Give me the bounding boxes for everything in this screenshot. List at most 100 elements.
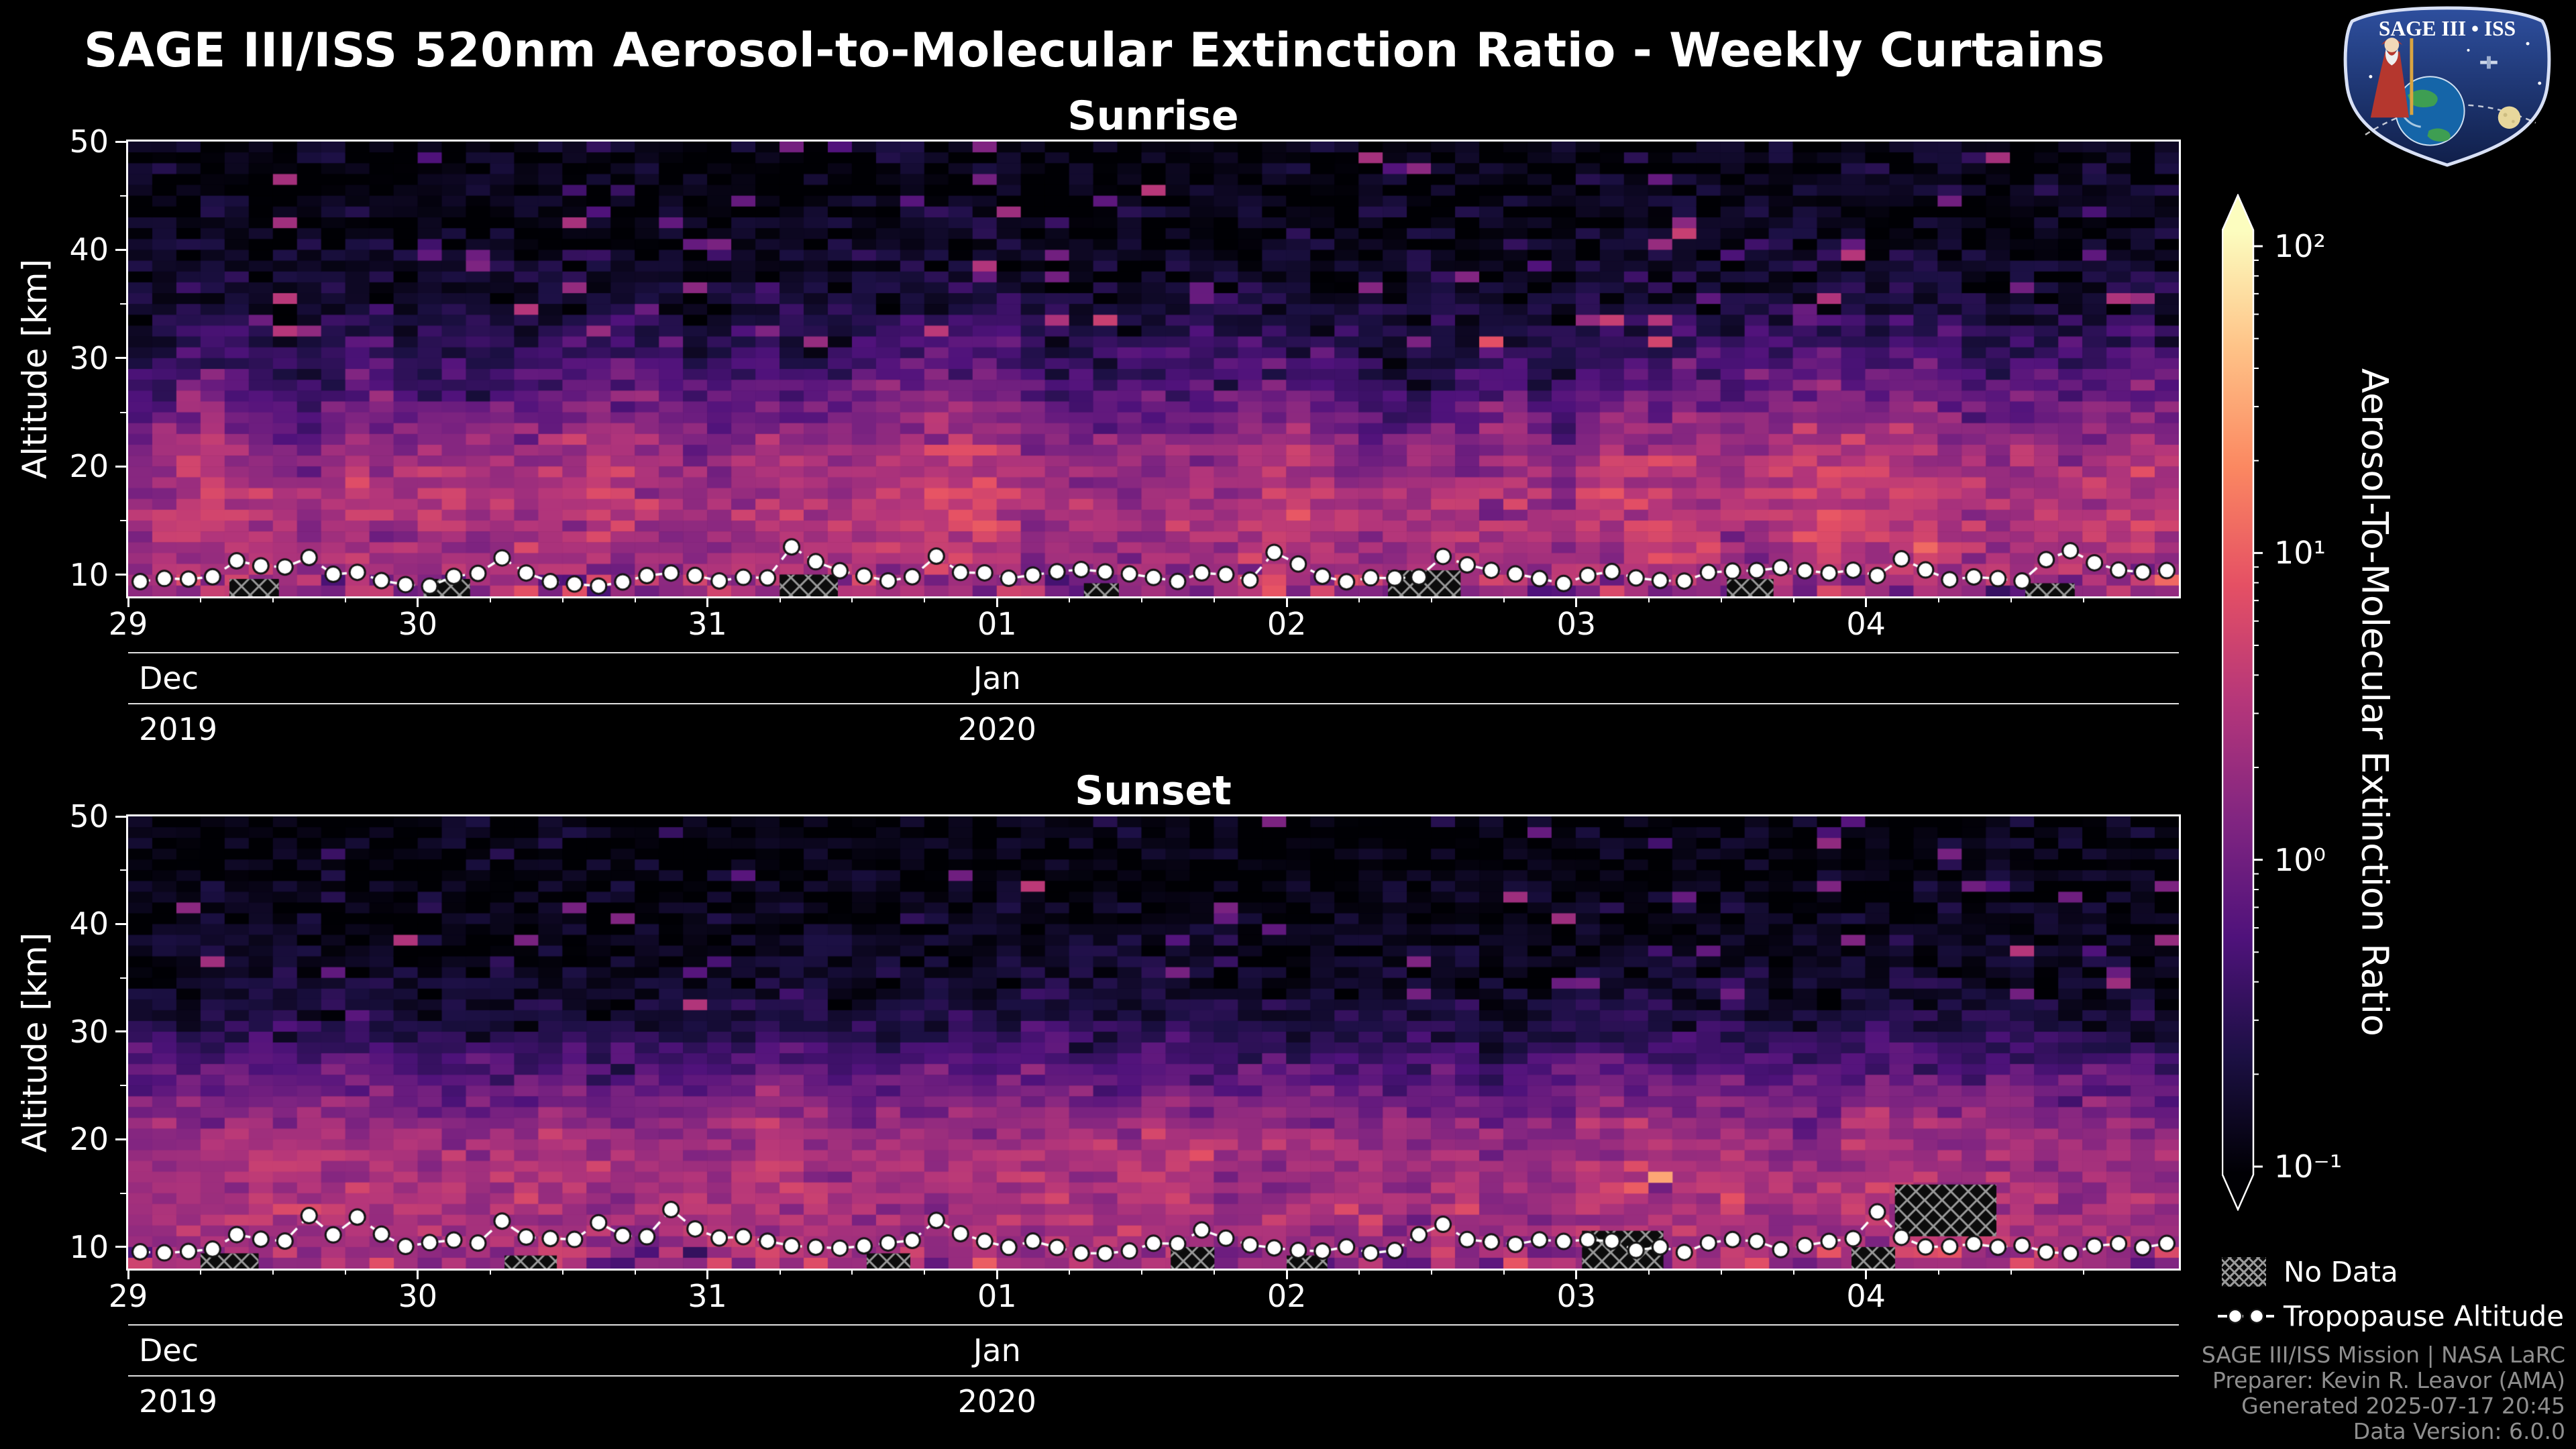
y-minor-tick xyxy=(120,1192,126,1194)
x-tick xyxy=(1575,1269,1578,1279)
x-tick xyxy=(706,596,709,607)
x-minor-tick xyxy=(1069,596,1071,602)
x-tick-label: 31 xyxy=(688,1278,727,1314)
x-tick xyxy=(1865,1269,1868,1279)
sunset-panel-title: Sunset xyxy=(1075,767,1232,814)
y-tick xyxy=(115,140,126,143)
x-minor-tick xyxy=(2010,1269,2012,1275)
tropopause-legend-icon xyxy=(2218,1308,2274,1324)
x-tick-label: 04 xyxy=(1846,1278,1886,1314)
x-minor-tick xyxy=(924,1269,926,1275)
y-minor-tick xyxy=(120,977,126,979)
x-tick-label: 31 xyxy=(688,606,727,642)
x-minor-tick xyxy=(1720,596,1722,602)
sunset-heatmap-canvas xyxy=(128,816,2179,1269)
colorbar-tick-label: 10² xyxy=(2274,228,2326,264)
month-label: Jan xyxy=(973,660,1021,696)
x-minor-tick xyxy=(634,1269,636,1275)
y-tick-label: 20 xyxy=(69,1121,109,1158)
sunset-plot-area xyxy=(126,814,2181,1271)
credit-mission: SAGE III/ISS Mission | NASA LaRC xyxy=(2201,1342,2565,1368)
month-label: Jan xyxy=(973,1332,1021,1368)
year-label: 2020 xyxy=(957,1383,1036,1419)
x-minor-tick xyxy=(1214,1269,1216,1275)
sunrise-panel-title: Sunrise xyxy=(1067,93,1239,140)
y-tick-label: 40 xyxy=(69,231,109,268)
y-tick-label: 30 xyxy=(69,1013,109,1050)
x-minor-tick xyxy=(1141,596,1143,602)
x-tick xyxy=(996,1269,998,1279)
colorbar xyxy=(2222,194,2263,1211)
x-tick-label: 30 xyxy=(398,1278,438,1314)
x-minor-tick xyxy=(199,1269,201,1275)
figure-title: SAGE III/ISS 520nm Aerosol-to-Molecular … xyxy=(84,23,2105,78)
x-tick xyxy=(706,1269,709,1279)
y-minor-tick xyxy=(120,1085,126,1087)
x-minor-tick xyxy=(851,596,853,602)
y-tick xyxy=(115,922,126,925)
colorbar-label: Aerosol-To-Molecular Extinction Ratio xyxy=(2353,368,2396,1036)
x-tick xyxy=(127,596,129,607)
colorbar-gradient xyxy=(2222,194,2255,1211)
x-minor-tick xyxy=(2082,596,2084,602)
x-minor-tick xyxy=(1069,1269,1071,1275)
no-data-legend-icon xyxy=(2222,1257,2266,1287)
x-minor-tick xyxy=(1648,1269,1650,1275)
x-minor-tick xyxy=(851,1269,853,1275)
y-minor-tick xyxy=(120,303,126,305)
y-tick-label: 50 xyxy=(69,798,109,835)
y-tick-label: 20 xyxy=(69,448,109,485)
x-minor-tick xyxy=(1648,596,1650,602)
x-minor-tick xyxy=(199,596,201,602)
x-minor-tick xyxy=(2082,1269,2084,1275)
x-tick xyxy=(417,596,419,607)
y-tick-label: 10 xyxy=(69,556,109,593)
y-tick xyxy=(115,1246,126,1248)
y-tick-label: 10 xyxy=(69,1228,109,1265)
credit-generated: Generated 2025-07-17 20:45 xyxy=(2241,1393,2565,1419)
x-minor-tick xyxy=(344,1269,346,1275)
date-separator-line xyxy=(128,703,2179,704)
x-tick xyxy=(1575,596,1578,607)
y-tick xyxy=(115,574,126,576)
x-minor-tick xyxy=(1720,1269,1722,1275)
x-minor-tick xyxy=(1937,596,1939,602)
date-separator-line xyxy=(128,1375,2179,1377)
x-minor-tick xyxy=(1431,1269,1432,1275)
credit-preparer: Preparer: Kevin R. Leavor (AMA) xyxy=(2212,1367,2565,1393)
x-minor-tick xyxy=(1503,596,1505,602)
x-minor-tick xyxy=(1141,1269,1143,1275)
x-minor-tick xyxy=(344,596,346,602)
x-minor-tick xyxy=(1358,596,1360,602)
y-tick-label: 30 xyxy=(69,339,109,376)
x-minor-tick xyxy=(561,596,564,602)
x-minor-tick xyxy=(1358,1269,1360,1275)
x-minor-tick xyxy=(634,596,636,602)
x-minor-tick xyxy=(489,1269,491,1275)
x-tick-label: 29 xyxy=(108,1278,148,1314)
sunrise-plot-area xyxy=(126,140,2181,598)
logo-moon xyxy=(2498,106,2521,129)
x-tick xyxy=(417,1269,419,1279)
x-tick-label: 03 xyxy=(1556,606,1597,642)
year-label: 2020 xyxy=(957,711,1036,747)
y-minor-tick xyxy=(120,195,126,197)
colorbar-tick-label: 10⁻¹ xyxy=(2274,1148,2343,1185)
x-tick xyxy=(1285,1269,1288,1279)
x-tick xyxy=(1865,596,1868,607)
x-minor-tick xyxy=(1937,1269,1939,1275)
mission-logo: SAGE III • ISS xyxy=(2343,6,2551,167)
x-tick-label: 01 xyxy=(977,606,1017,642)
no-data-legend-label: No Data xyxy=(2284,1255,2398,1289)
date-separator-line xyxy=(128,1324,2179,1326)
x-minor-tick xyxy=(1214,596,1216,602)
date-separator-line xyxy=(128,652,2179,653)
credit-data-version: Data Version: 6.0.0 xyxy=(2353,1418,2565,1444)
x-minor-tick xyxy=(779,1269,781,1275)
x-tick-label: 04 xyxy=(1846,606,1886,642)
y-tick xyxy=(115,357,126,360)
x-tick-label: 02 xyxy=(1267,606,1307,642)
y-minor-tick xyxy=(120,520,126,521)
x-minor-tick xyxy=(1792,596,1794,602)
